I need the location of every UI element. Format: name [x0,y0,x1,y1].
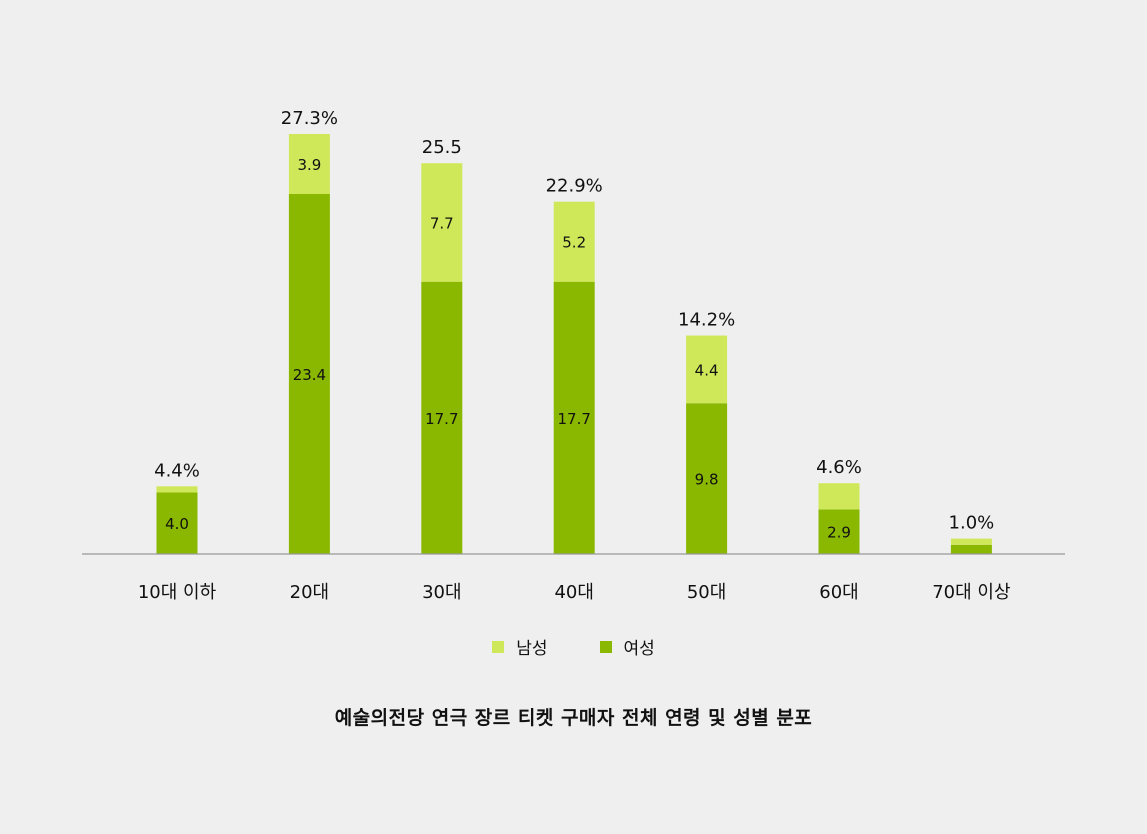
bar-female-0 [156,492,198,554]
x-tick-label-3: 40대 [554,582,593,603]
bar-male-0 [156,486,198,493]
bar-female-4 [686,403,728,554]
x-tick-label-6: 70대 이상 [932,582,1010,603]
legend-item-female: 여성 [599,634,655,659]
bar-male-3 [553,201,595,282]
total-label-5: 4.6% [816,457,862,478]
bar-female-3 [553,281,595,554]
legend-label-female: 여성 [623,639,655,659]
bar-male-1 [288,134,330,194]
total-label-0: 4.4% [154,460,200,481]
bar-male-2 [421,163,463,282]
legend: 남성 여성 [0,634,1147,659]
bar-female-6 [950,544,992,554]
bar-female-2 [421,281,463,554]
bar-male-5 [818,483,860,510]
data-label-male-1: 3.9 [297,156,321,174]
legend-swatch-female [599,640,612,653]
data-label-female-4: 9.8 [695,471,719,489]
data-label-male-4: 4.4 [695,361,719,379]
total-label-3: 22.9% [546,176,603,197]
total-label-4: 14.2% [678,310,735,331]
bar-female-5 [818,509,860,554]
bar-male-4 [686,335,728,404]
data-label-female-5: 2.9 [827,524,851,542]
x-tick-label-0: 10대 이하 [138,582,217,603]
data-label-female-3: 17.7 [557,410,590,428]
chart-caption: 예술의전당 연극 장르 티켓 구매자 전체 연령 및 성별 분포 [334,707,813,729]
total-label-6: 1.0% [949,513,995,534]
data-label-male-3: 5.2 [562,234,586,252]
bar-male-6 [950,538,992,545]
data-label-female-1: 23.4 [293,366,326,384]
legend-label-male: 남성 [516,639,548,659]
total-label-1: 27.3% [281,108,338,129]
legend-swatch-male [492,640,505,653]
data-label-female-0: 4.0 [165,515,189,533]
legend-item-male: 남성 [492,634,548,659]
x-tick-label-4: 50대 [687,582,726,603]
data-label-female-2: 17.7 [425,410,458,428]
bar-female-1 [288,194,330,554]
data-label-male-2: 7.7 [430,214,454,232]
x-tick-label-2: 30대 [422,582,461,603]
x-tick-label-5: 60대 [819,582,858,603]
x-tick-label-1: 20대 [290,582,329,603]
total-label-2: 25.5 [422,137,462,158]
